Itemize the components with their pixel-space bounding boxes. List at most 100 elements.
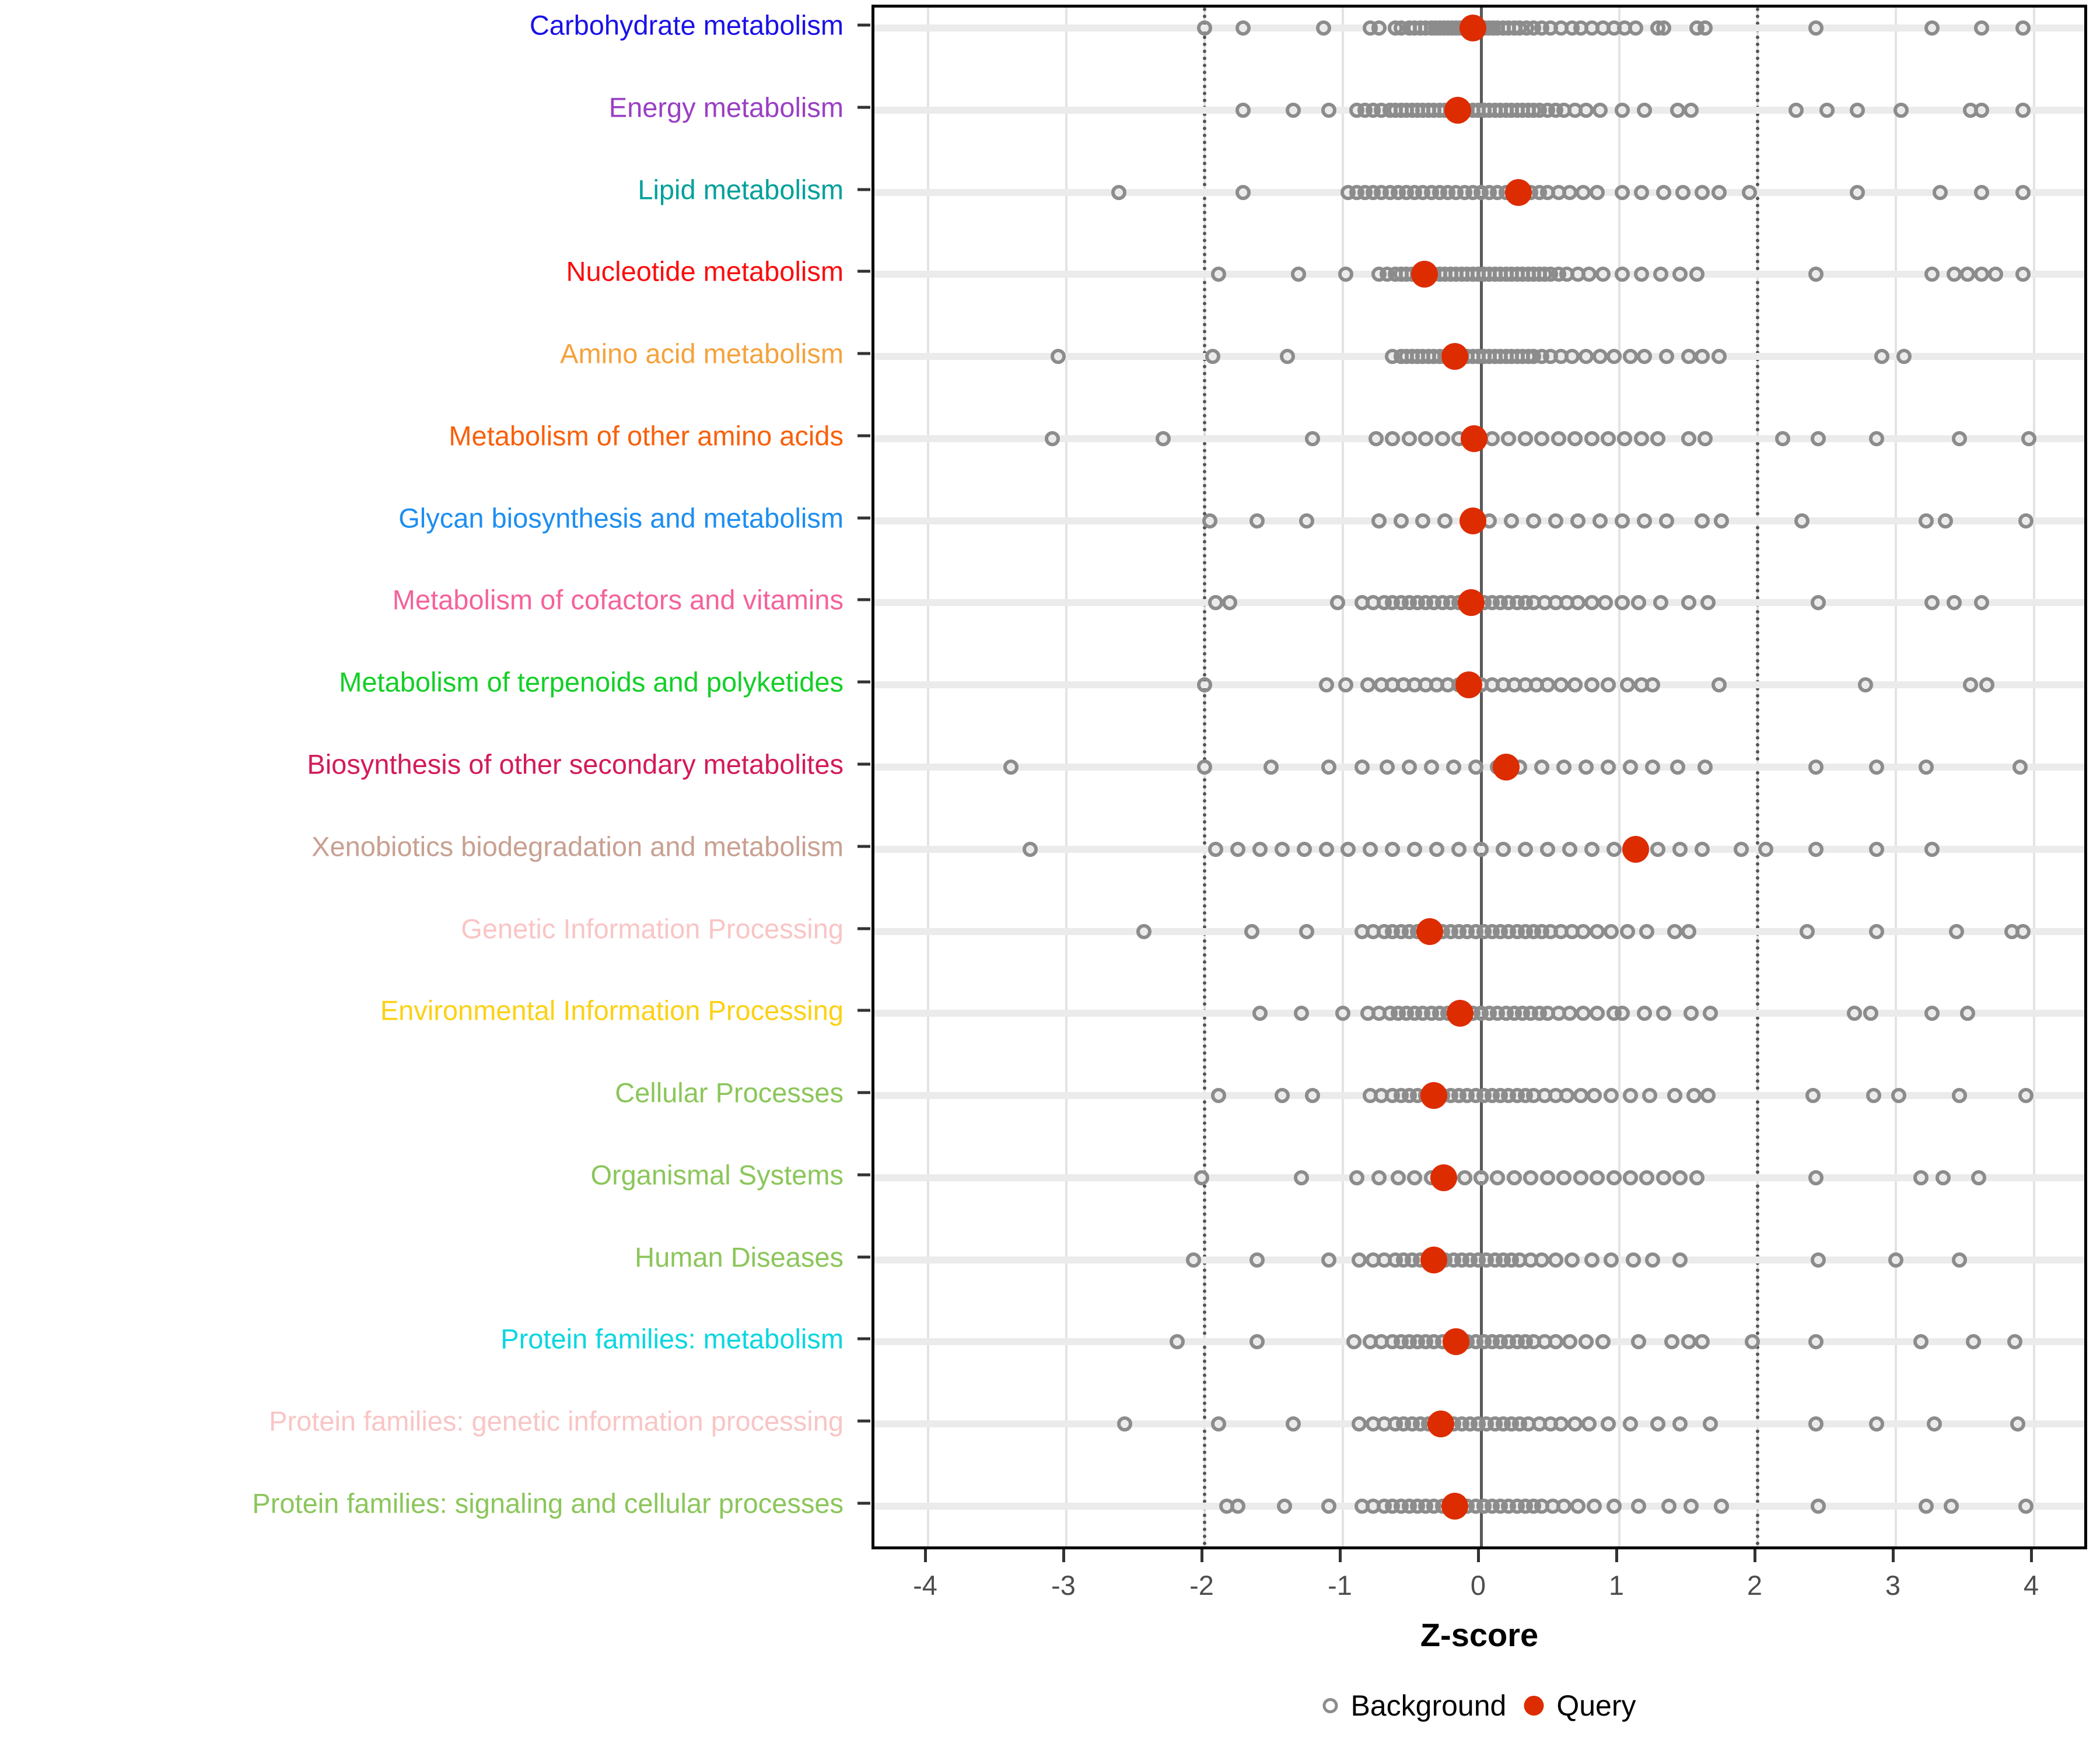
background-point [1952, 1252, 1968, 1268]
query-point[interactable] [1622, 835, 1650, 863]
background-point [1650, 1416, 1666, 1432]
background-point [2007, 1334, 2022, 1350]
query-point[interactable] [1458, 589, 1485, 617]
query-point[interactable] [1447, 1000, 1474, 1027]
background-point [1614, 1006, 1630, 1021]
x-axis-tick-label: -3 [1051, 1570, 1076, 1601]
background-point [1318, 841, 1334, 857]
background-point [1550, 430, 1566, 446]
background-point [1603, 1252, 1619, 1268]
x-axis-tick [1754, 1549, 1756, 1562]
query-point[interactable] [1459, 15, 1486, 41]
query-point[interactable] [1492, 754, 1520, 780]
background-point [1578, 102, 1594, 118]
background-point [1299, 513, 1315, 528]
background-point [1811, 1499, 1826, 1514]
background-point [1656, 1006, 1671, 1021]
background-point [1703, 1006, 1718, 1021]
background-point [1576, 923, 1591, 939]
category-label: Organismal Systems [590, 1159, 844, 1191]
background-point [1293, 1170, 1309, 1185]
plot-area [872, 5, 2087, 1549]
background-point [1819, 102, 1835, 118]
background-point [1371, 1170, 1387, 1185]
background-point [1562, 1006, 1577, 1021]
category-label: Environmental Information Processing [380, 995, 844, 1026]
background-point [1504, 513, 1520, 528]
query-point[interactable] [1427, 1410, 1455, 1438]
background-point [1562, 1334, 1577, 1350]
background-point [1639, 923, 1655, 939]
background-point [1210, 267, 1226, 282]
background-point [1788, 102, 1804, 118]
query-point[interactable] [1461, 425, 1488, 452]
background-point [1800, 923, 1815, 939]
query-point[interactable] [1416, 918, 1444, 945]
background-point [1924, 20, 1940, 36]
background-point [1236, 184, 1251, 200]
background-point [1576, 1006, 1591, 1021]
background-point [1385, 841, 1401, 857]
background-point [1684, 102, 1699, 118]
background-point [1474, 1170, 1489, 1185]
y-axis-tick [858, 927, 870, 930]
background-point [1576, 184, 1591, 200]
category-label: Metabolism of cofactors and vitamins [392, 584, 844, 615]
query-point[interactable] [1455, 671, 1482, 699]
background-point [1553, 677, 1569, 693]
x-gridline [927, 8, 929, 1546]
background-point [1672, 841, 1688, 857]
legend-entry-query[interactable]: Query [1524, 1689, 1636, 1723]
query-point[interactable] [1441, 1493, 1468, 1520]
background-point [1250, 1334, 1265, 1350]
y-axis-tick [858, 434, 870, 438]
background-point [1590, 1006, 1605, 1021]
background-point [1661, 1499, 1677, 1514]
background-point [1808, 841, 1824, 857]
background-point [1622, 349, 1638, 365]
category-label: Energy metabolism [608, 92, 844, 123]
background-point [1935, 1170, 1951, 1185]
query-point[interactable] [1410, 261, 1438, 288]
background-point [1846, 1006, 1862, 1021]
background-point [1924, 841, 1940, 857]
background-point [1733, 841, 1749, 857]
background-point [1423, 760, 1439, 775]
query-point[interactable] [1430, 1164, 1457, 1191]
query-point[interactable] [1444, 96, 1471, 124]
background-point [1385, 430, 1401, 446]
background-point [1700, 1088, 1716, 1104]
background-point [1250, 1252, 1265, 1268]
y-axis-tick [858, 1419, 870, 1423]
category-label: Carbohydrate metabolism [529, 9, 844, 41]
query-point[interactable] [1504, 178, 1532, 206]
background-point [1653, 595, 1669, 611]
query-point[interactable] [1441, 343, 1468, 370]
y-axis-tick [858, 270, 870, 273]
query-point[interactable] [1420, 1246, 1448, 1273]
background-point [1236, 102, 1251, 118]
background-point [1584, 430, 1600, 446]
x-axis-tick-label: 2 [1746, 1570, 1763, 1601]
background-point [1656, 1170, 1671, 1185]
legend-label-query: Query [1556, 1689, 1636, 1722]
background-point [1534, 1252, 1550, 1268]
y-axis-tick [858, 598, 870, 601]
category-label: Human Diseases [635, 1241, 844, 1273]
query-point[interactable] [1420, 1082, 1448, 1110]
background-point [1686, 1088, 1702, 1104]
background-point [1670, 760, 1685, 775]
query-point[interactable] [1443, 1328, 1470, 1356]
background-point [1628, 20, 1644, 36]
background-point [1965, 1334, 1981, 1350]
legend-entry-background[interactable]: Background [1322, 1689, 1506, 1723]
background-point [1868, 841, 1884, 857]
background-point [1633, 430, 1649, 446]
background-point [1338, 267, 1353, 282]
background-point [1354, 760, 1370, 775]
category-label: Protein families: genetic information pr… [269, 1405, 844, 1437]
query-point[interactable] [1459, 507, 1486, 534]
background-point [1590, 1170, 1605, 1185]
background-point [1457, 1170, 1472, 1185]
background-point [1360, 677, 1376, 693]
